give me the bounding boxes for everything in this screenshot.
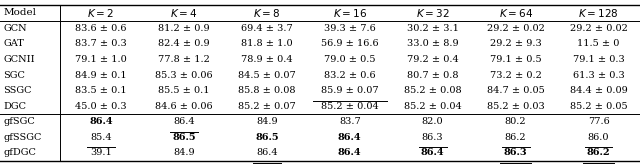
Text: 77.8 ± 1.2: 77.8 ± 1.2 xyxy=(158,55,210,64)
Text: 86.4: 86.4 xyxy=(89,117,113,126)
Text: 86.4: 86.4 xyxy=(338,133,362,142)
Text: 83.2 ± 0.6: 83.2 ± 0.6 xyxy=(324,71,376,80)
Text: $K = 2$: $K = 2$ xyxy=(88,7,115,19)
Text: 78.9 ± 0.4: 78.9 ± 0.4 xyxy=(241,55,292,64)
Text: 86.3: 86.3 xyxy=(504,148,527,157)
Text: 84.9: 84.9 xyxy=(173,148,195,157)
Text: 29.2 ± 0.02: 29.2 ± 0.02 xyxy=(570,24,627,33)
Text: 83.6 ± 0.6: 83.6 ± 0.6 xyxy=(76,24,127,33)
Text: 30.2 ± 3.1: 30.2 ± 3.1 xyxy=(407,24,459,33)
Text: $K = 128$: $K = 128$ xyxy=(578,7,619,19)
Text: $K = 8$: $K = 8$ xyxy=(253,7,280,19)
Text: gfDGC: gfDGC xyxy=(3,148,36,157)
Text: 45.0 ± 0.3: 45.0 ± 0.3 xyxy=(75,102,127,111)
Text: 80.7 ± 0.8: 80.7 ± 0.8 xyxy=(407,71,458,80)
Text: Model: Model xyxy=(3,8,36,17)
Text: 85.2 ± 0.05: 85.2 ± 0.05 xyxy=(570,102,627,111)
Text: 29.2 ± 0.02: 29.2 ± 0.02 xyxy=(486,24,545,33)
Text: 80.2: 80.2 xyxy=(505,117,527,126)
Text: 86.4: 86.4 xyxy=(338,148,362,157)
Text: 82.0: 82.0 xyxy=(422,117,444,126)
Text: 86.2: 86.2 xyxy=(505,133,527,142)
Text: 85.2 ± 0.08: 85.2 ± 0.08 xyxy=(404,86,461,95)
Text: 86.4: 86.4 xyxy=(173,117,195,126)
Text: 85.2 ± 0.03: 85.2 ± 0.03 xyxy=(487,102,545,111)
Text: $K = 32$: $K = 32$ xyxy=(416,7,449,19)
Text: 85.9 ± 0.07: 85.9 ± 0.07 xyxy=(321,86,379,95)
Text: 85.4: 85.4 xyxy=(90,133,112,142)
Text: 81.2 ± 0.9: 81.2 ± 0.9 xyxy=(158,24,210,33)
Text: 79.2 ± 0.4: 79.2 ± 0.4 xyxy=(407,55,459,64)
Text: gfSSGC: gfSSGC xyxy=(3,133,42,142)
Text: 86.4: 86.4 xyxy=(421,148,445,157)
Text: $K = 16$: $K = 16$ xyxy=(333,7,367,19)
Text: 69.4 ± 3.7: 69.4 ± 3.7 xyxy=(241,24,292,33)
Text: 79.1 ± 0.5: 79.1 ± 0.5 xyxy=(490,55,541,64)
Text: 73.2 ± 0.2: 73.2 ± 0.2 xyxy=(490,71,541,80)
Text: 86.4: 86.4 xyxy=(256,148,278,157)
Text: 77.6: 77.6 xyxy=(588,117,609,126)
Text: 85.2 ± 0.04: 85.2 ± 0.04 xyxy=(321,102,379,111)
Text: 61.3 ± 0.3: 61.3 ± 0.3 xyxy=(573,71,625,80)
Text: 39.1: 39.1 xyxy=(90,148,112,157)
Text: 79.0 ± 0.5: 79.0 ± 0.5 xyxy=(324,55,376,64)
Text: 33.0 ± 8.9: 33.0 ± 8.9 xyxy=(407,39,458,48)
Text: SGC: SGC xyxy=(3,71,25,80)
Text: 86.5: 86.5 xyxy=(172,133,196,142)
Text: 84.7 ± 0.05: 84.7 ± 0.05 xyxy=(487,86,545,95)
Text: $K = 4$: $K = 4$ xyxy=(170,7,198,19)
Text: DGC: DGC xyxy=(3,102,26,111)
Text: 81.8 ± 1.0: 81.8 ± 1.0 xyxy=(241,39,292,48)
Text: 84.5 ± 0.07: 84.5 ± 0.07 xyxy=(238,71,296,80)
Text: SSGC: SSGC xyxy=(3,86,32,95)
Text: 82.4 ± 0.9: 82.4 ± 0.9 xyxy=(158,39,210,48)
Text: 85.3 ± 0.06: 85.3 ± 0.06 xyxy=(155,71,212,80)
Text: GCNII: GCNII xyxy=(3,55,35,64)
Text: 84.9 ± 0.1: 84.9 ± 0.1 xyxy=(75,71,127,80)
Text: 11.5 ± 0: 11.5 ± 0 xyxy=(577,39,620,48)
Text: 79.1 ± 1.0: 79.1 ± 1.0 xyxy=(75,55,127,64)
Text: GAT: GAT xyxy=(3,39,24,48)
Text: 83.7 ± 0.3: 83.7 ± 0.3 xyxy=(75,39,127,48)
Text: 86.2: 86.2 xyxy=(587,148,611,157)
Text: 86.0: 86.0 xyxy=(588,133,609,142)
Text: 85.2 ± 0.04: 85.2 ± 0.04 xyxy=(404,102,461,111)
Text: 83.7: 83.7 xyxy=(339,117,360,126)
Text: 56.9 ± 16.6: 56.9 ± 16.6 xyxy=(321,39,379,48)
Text: 39.3 ± 7.6: 39.3 ± 7.6 xyxy=(324,24,376,33)
Text: 83.5 ± 0.1: 83.5 ± 0.1 xyxy=(75,86,127,95)
Text: gfSGC: gfSGC xyxy=(3,117,35,126)
Text: 85.2 ± 0.07: 85.2 ± 0.07 xyxy=(238,102,296,111)
Text: 79.1 ± 0.3: 79.1 ± 0.3 xyxy=(573,55,625,64)
Text: $K = 64$: $K = 64$ xyxy=(499,7,532,19)
Text: 84.6 ± 0.06: 84.6 ± 0.06 xyxy=(155,102,212,111)
Text: 84.9: 84.9 xyxy=(256,117,278,126)
Text: 86.3: 86.3 xyxy=(422,133,444,142)
Text: GCN: GCN xyxy=(3,24,27,33)
Text: 86.5: 86.5 xyxy=(255,133,278,142)
Text: 84.4 ± 0.09: 84.4 ± 0.09 xyxy=(570,86,627,95)
Text: 29.2 ± 9.3: 29.2 ± 9.3 xyxy=(490,39,541,48)
Text: 85.8 ± 0.08: 85.8 ± 0.08 xyxy=(238,86,296,95)
Text: 85.5 ± 0.1: 85.5 ± 0.1 xyxy=(158,86,210,95)
